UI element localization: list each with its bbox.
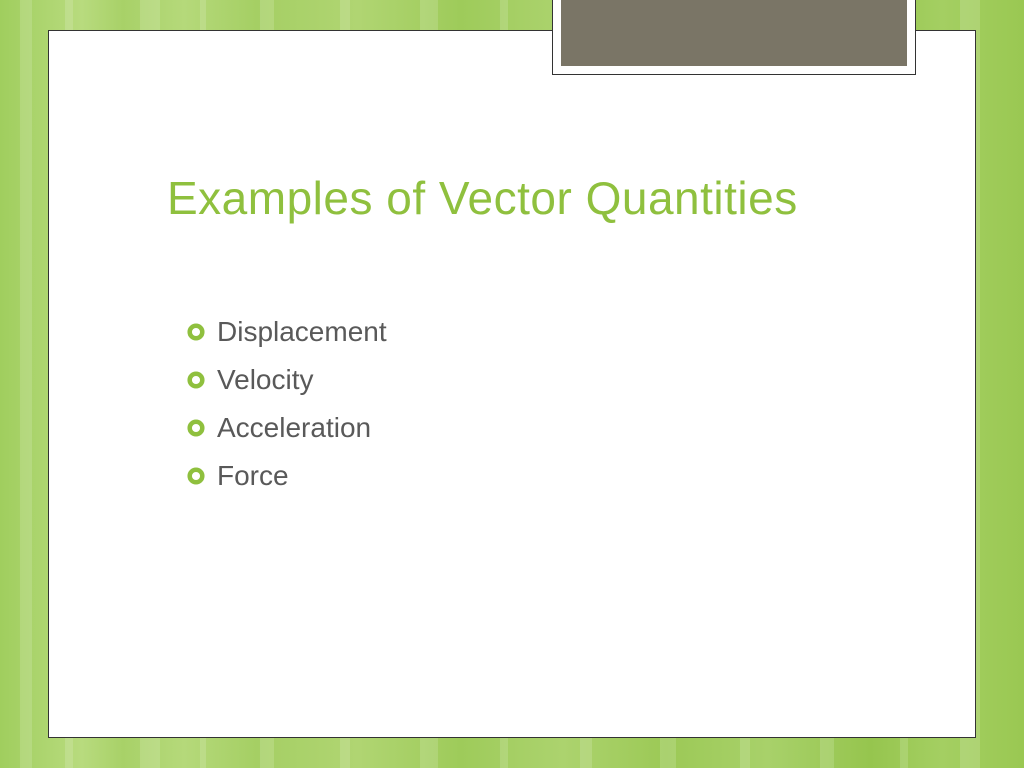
slide-background: Examples of Vector Quantities Displaceme… [0, 0, 1024, 768]
bullet-list: Displacement Velocity Acceleration Force [187, 316, 387, 508]
bullet-text: Velocity [217, 364, 314, 396]
ring-bullet-icon [187, 467, 205, 485]
header-tab [552, 0, 916, 75]
ring-bullet-icon [187, 371, 205, 389]
bullet-item: Force [187, 460, 387, 492]
bullet-item: Displacement [187, 316, 387, 348]
bullet-text: Displacement [217, 316, 387, 348]
slide-title: Examples of Vector Quantities [167, 171, 798, 225]
header-tab-fill [561, 0, 907, 66]
bullet-item: Acceleration [187, 412, 387, 444]
ring-bullet-icon [187, 323, 205, 341]
ring-bullet-icon [187, 419, 205, 437]
content-frame: Examples of Vector Quantities Displaceme… [48, 30, 976, 738]
bullet-item: Velocity [187, 364, 387, 396]
bullet-text: Acceleration [217, 412, 371, 444]
bullet-text: Force [217, 460, 289, 492]
bg-stripe [20, 0, 32, 768]
